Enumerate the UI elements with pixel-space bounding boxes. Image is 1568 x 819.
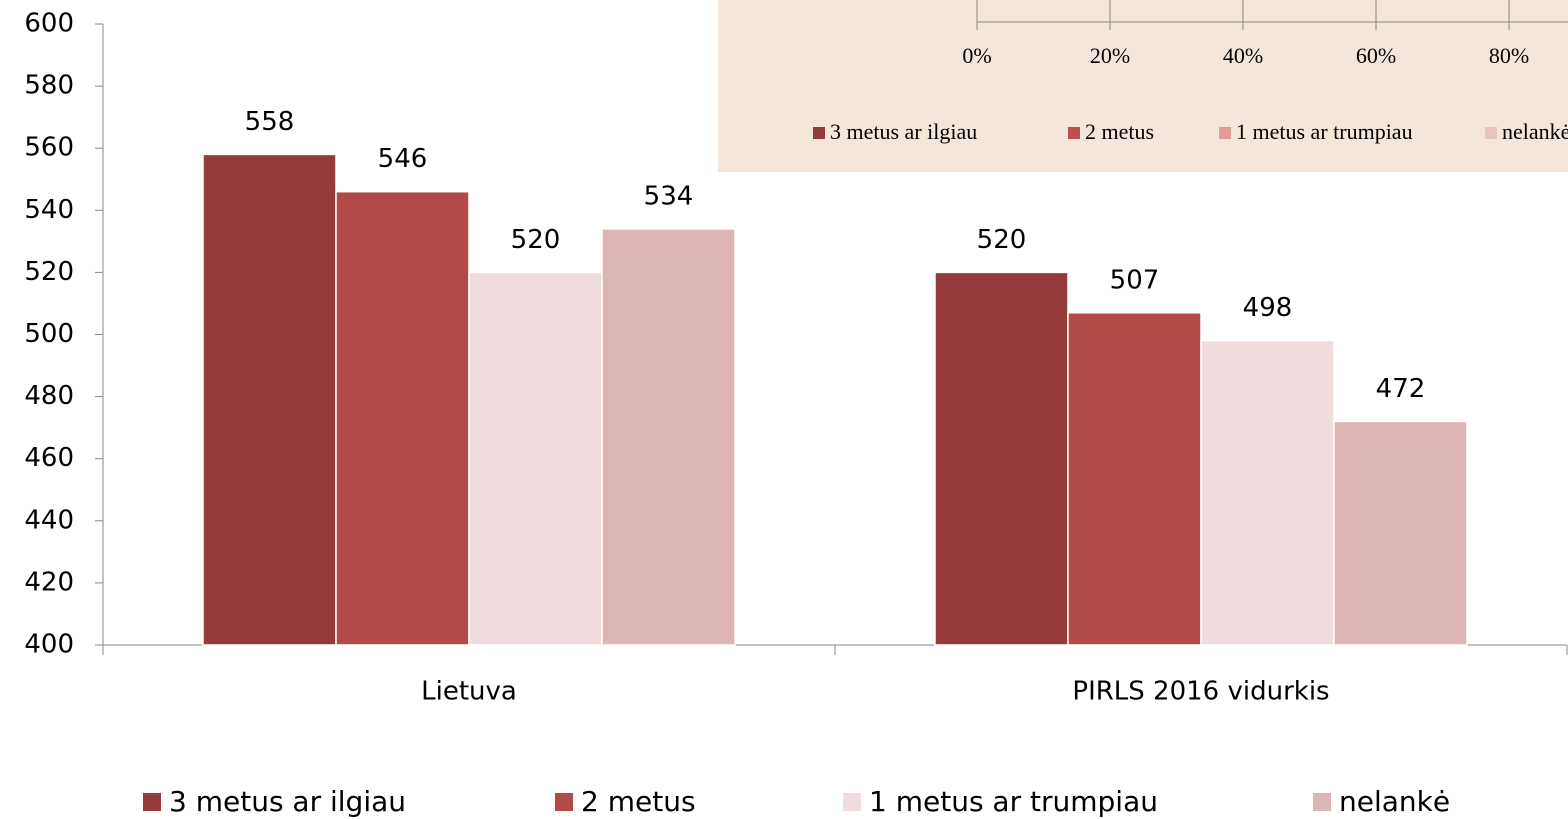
bar (1200, 339, 1335, 646)
bar (202, 153, 337, 646)
y-tick-label: 580 (24, 71, 74, 101)
y-tick-label: 420 (24, 567, 74, 597)
data-label: 520 (977, 225, 1027, 255)
inset-x-tick-label: 80% (1489, 43, 1529, 68)
bar (335, 190, 470, 646)
x-tick-label: Lietuva (421, 677, 517, 707)
legend-swatch (843, 793, 861, 811)
data-label: 498 (1243, 293, 1293, 323)
data-label: 558 (245, 107, 295, 137)
bar (1333, 420, 1468, 646)
inset-x-tick-label: 0% (962, 43, 991, 68)
x-tick-label: PIRLS 2016 vidurkis (1072, 677, 1329, 707)
inset-legend-swatch (813, 127, 825, 139)
legend-label: nelankė (1339, 785, 1450, 818)
bar (934, 271, 1069, 646)
inset-x-tick-label: 60% (1356, 43, 1396, 68)
inset-legend-label: 3 metus ar ilgiau (830, 119, 977, 144)
y-tick-label: 400 (24, 630, 74, 660)
bar (601, 228, 736, 646)
inset-legend-label: nelankė (1502, 119, 1568, 144)
inset-x-tick-label: 40% (1223, 43, 1263, 68)
data-label: 546 (378, 144, 428, 174)
y-tick-label: 540 (24, 195, 74, 225)
inset-legend-swatch (1068, 127, 1080, 139)
y-tick-label: 560 (24, 133, 74, 163)
legend-swatch (555, 793, 573, 811)
y-tick-label: 460 (24, 443, 74, 473)
y-tick-label: 500 (24, 319, 74, 349)
data-label: 507 (1110, 265, 1160, 295)
inset-x-tick-label: 20% (1090, 43, 1130, 68)
bar (1067, 312, 1202, 646)
y-tick-label: 440 (24, 505, 74, 535)
inset-legend-label: 1 metus ar trumpiau (1236, 119, 1413, 144)
inset-legend-swatch (1219, 127, 1231, 139)
legend-label: 1 metus ar trumpiau (869, 785, 1158, 818)
y-tick-label: 600 (24, 9, 74, 39)
data-label: 520 (511, 225, 561, 255)
inset-panel (718, 0, 1568, 172)
y-tick-label: 520 (24, 257, 74, 287)
legend-swatch (143, 793, 161, 811)
legend-label: 2 metus (581, 785, 696, 818)
data-label: 472 (1376, 374, 1426, 404)
y-tick-label: 480 (24, 381, 74, 411)
bar (468, 271, 603, 646)
inset-legend-swatch (1485, 127, 1497, 139)
legend-label: 3 metus ar ilgiau (169, 785, 406, 818)
inset-legend-label: 2 metus (1085, 119, 1154, 144)
legend-swatch (1313, 793, 1331, 811)
data-label: 534 (644, 181, 694, 211)
